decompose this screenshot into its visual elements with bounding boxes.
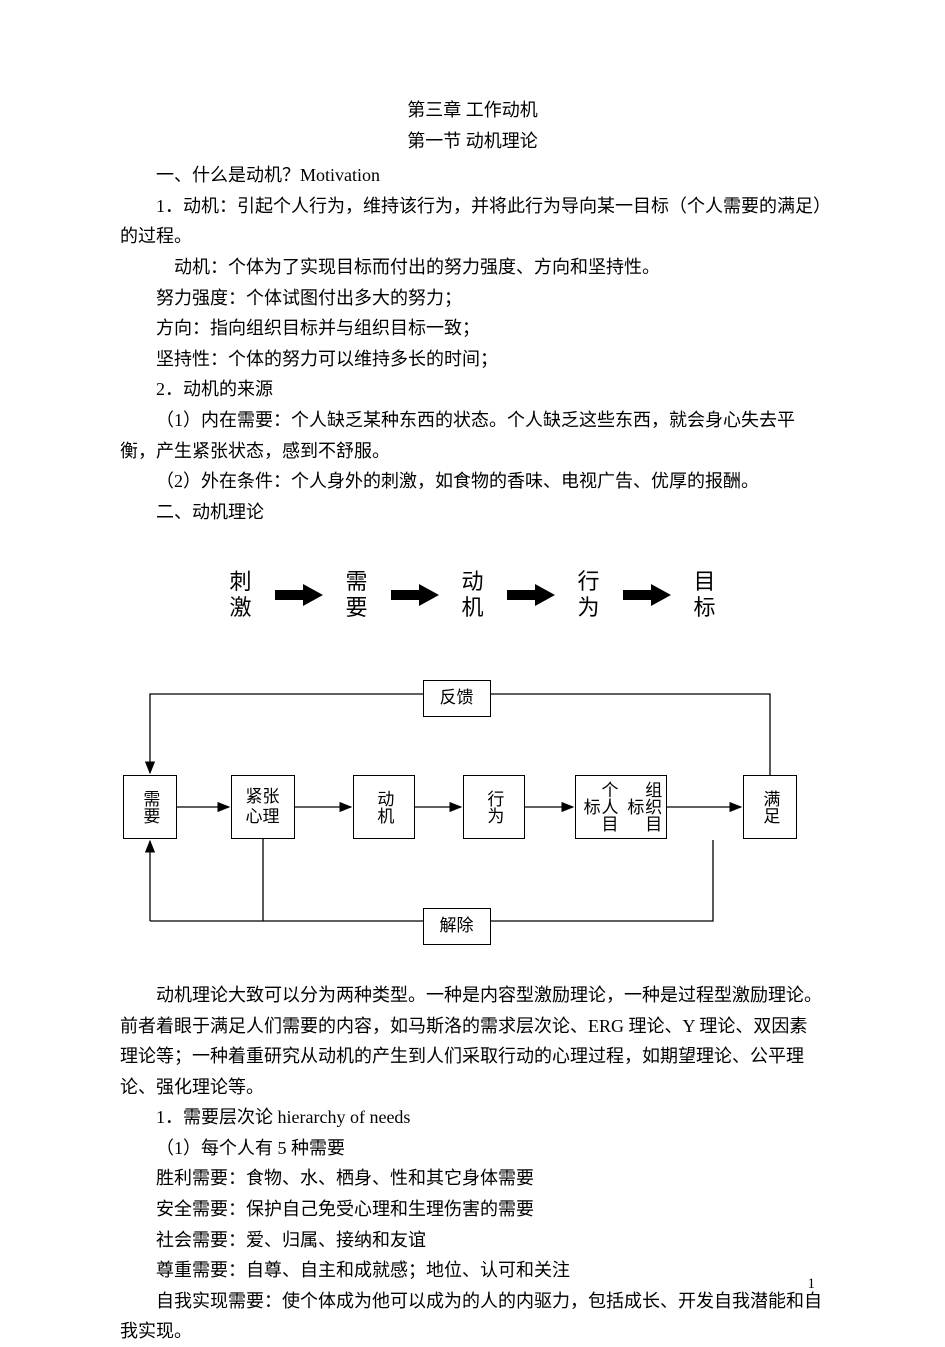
chain-node: 行为 <box>577 569 601 620</box>
paragraph: 自我实现需要：使个体成为他可以成为的人的内驱力，包括成长、开发自我潜能和自我实现… <box>120 1286 825 1347</box>
paragraph: （2）外在条件：个人身外的刺激，如食物的香味、电视广告、优厚的报酬。 <box>120 466 825 497</box>
flow-node-tension: 紧张心理 <box>231 775 295 839</box>
flow-node-goals: 个人目标 组织目标 <box>575 775 667 839</box>
flow-label-release: 解除 <box>423 908 491 945</box>
section-title: 第一节 动机理论 <box>120 126 825 157</box>
flow-node-text: 组织目标 <box>625 776 661 838</box>
paragraph: 胜利需要：食物、水、栖身、性和其它身体需要 <box>120 1163 825 1194</box>
paragraph: 1．需要层次论 hierarchy of needs <box>120 1102 825 1133</box>
heading-2: 二、动机理论 <box>120 497 825 528</box>
flow-node-text: 满足 <box>761 790 779 824</box>
flow-node-satisfy: 满足 <box>743 775 797 839</box>
flow-node-text: 个人目标 <box>581 776 617 838</box>
flowchart: 反馈 解除 需要 紧张心理 动机 行为 个人目标 组织目标 满足 <box>123 680 823 940</box>
flow-node-need: 需要 <box>123 775 177 839</box>
paragraph: （1）每个人有 5 种需要 <box>120 1133 825 1164</box>
paragraph: （1）内在需要：个人缺乏某种东西的状态。个人缺乏这些东西，就会身心失去平衡，产生… <box>120 405 825 466</box>
arrow-icon <box>275 584 323 606</box>
flow-node-text: 动机 <box>375 790 393 824</box>
chain-node: 刺激 <box>229 569 253 620</box>
chain-node: 需要 <box>345 569 369 620</box>
flow-label-feedback: 反馈 <box>423 680 491 717</box>
paragraph: 1．动机：引起个人行为，维持该行为，并将此行为导向某一目标（个人需要的满足）的过… <box>120 191 825 252</box>
chain-node: 目标 <box>693 569 717 620</box>
flow-node-text: 需要 <box>141 790 159 824</box>
paragraph: 方向：指向组织目标并与组织目标一致； <box>120 313 825 344</box>
paragraph: 努力强度：个体试图付出多大的努力； <box>120 283 825 314</box>
paragraph: 社会需要：爱、归属、接纳和友谊 <box>120 1225 825 1256</box>
chain-node: 动机 <box>461 569 485 620</box>
page-number: 1 <box>808 1272 816 1298</box>
arrow-icon <box>391 584 439 606</box>
heading-1: 一、什么是动机？Motivation <box>120 160 825 191</box>
paragraph: 动机理论大致可以分为两种类型。一种是内容型激励理论，一种是过程型激励理论。前者着… <box>120 980 825 1102</box>
paragraph: 坚持性：个体的努力可以维持多长的时间； <box>120 344 825 375</box>
arrow-icon <box>507 584 555 606</box>
paragraph: 安全需要：保护自己免受心理和生理伤害的需要 <box>120 1194 825 1225</box>
chapter-title: 第三章 工作动机 <box>120 95 825 126</box>
flow-node-behavior: 行为 <box>463 775 525 839</box>
flow-node-text: 紧张心理 <box>243 787 283 826</box>
flow-node-motive: 动机 <box>353 775 415 839</box>
chain-diagram: 刺激 需要 动机 行为 目标 <box>120 569 825 620</box>
arrow-icon <box>623 584 671 606</box>
flow-node-text: 行为 <box>485 790 503 824</box>
paragraph: 尊重需要：自尊、自主和成就感；地位、认可和关注 <box>120 1255 825 1286</box>
paragraph: 2．动机的来源 <box>120 374 825 405</box>
paragraph: 动机：个体为了实现目标而付出的努力强度、方向和坚持性。 <box>120 252 825 283</box>
